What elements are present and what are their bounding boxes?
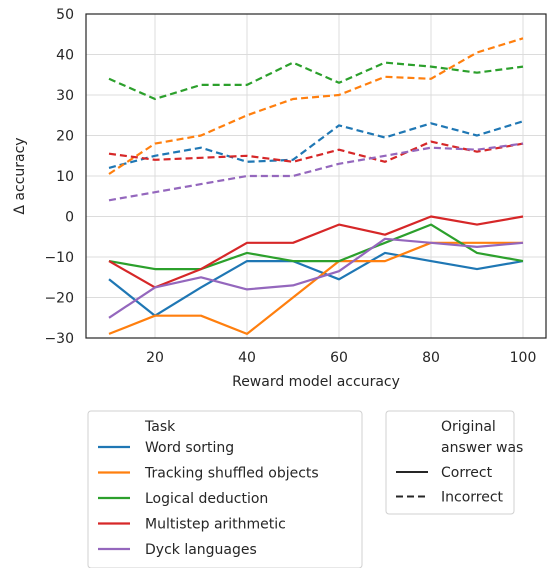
- task-legend-label: Dyck languages: [145, 542, 257, 558]
- plot-area: [85, 13, 547, 339]
- series-line-arith-correct: [108, 215, 524, 289]
- series-line-word-correct: [108, 251, 524, 317]
- x-tick-label: 60: [330, 350, 348, 366]
- task-legend-label: Word sorting: [145, 440, 234, 456]
- y-axis-label: Δ accuracy: [12, 137, 28, 214]
- series-lines: [108, 37, 524, 335]
- grid: [86, 13, 546, 339]
- series-line-dyck-correct: [108, 237, 524, 319]
- y-tick-label: 0: [65, 210, 74, 226]
- series-line-logical-correct: [108, 223, 524, 271]
- task-legend-label: Logical deduction: [145, 491, 268, 507]
- answer-legend-label: Correct: [441, 465, 493, 481]
- task-legend-title: Task: [144, 419, 176, 435]
- y-tick-label: 20: [56, 129, 74, 145]
- series-line-tracking-correct: [108, 241, 523, 335]
- task-legend-label: Tracking shuffled objects: [144, 466, 319, 482]
- series-line-arith-incorrect: [108, 140, 524, 163]
- x-tick-label: 80: [422, 350, 440, 366]
- answer-legend-box: [385, 410, 515, 515]
- y-tick-label: 10: [56, 169, 74, 185]
- answer-legend-title-line1: Original: [441, 419, 496, 435]
- task-legend-label: Multistep arithmetic: [145, 517, 286, 533]
- y-tick-label: 30: [56, 88, 74, 104]
- y-tick-label: 50: [56, 7, 74, 23]
- y-tick-label: −20: [44, 291, 74, 307]
- answer-legend-label: Incorrect: [441, 490, 504, 506]
- y-tick-label: −30: [44, 331, 74, 347]
- task-legend: Task Word sorting Tracking shuffled objec…: [87, 410, 363, 568]
- y-tick-label: 40: [56, 48, 74, 64]
- x-tick-label: 20: [146, 350, 164, 366]
- series-line-word-incorrect: [108, 120, 524, 169]
- task-legend-box: [87, 410, 363, 568]
- tick-labels: −30 −20 −10 0 10 20 30 40 50 20 40 60 80 100: [44, 7, 536, 366]
- plot-frame: [85, 13, 547, 339]
- x-tick-label: 40: [238, 350, 256, 366]
- y-tick-label: −10: [44, 250, 74, 266]
- answer-legend: Original answer was Correct Incorrect: [385, 410, 523, 515]
- series-line-tracking-incorrect: [108, 37, 524, 175]
- answer-legend-title-line2: answer was: [441, 440, 523, 456]
- series-line-dyck-incorrect: [108, 142, 524, 202]
- series-line-logical-incorrect: [108, 61, 524, 101]
- x-axis-label: Reward model accuracy: [232, 374, 400, 390]
- x-tick-label: 100: [510, 350, 537, 366]
